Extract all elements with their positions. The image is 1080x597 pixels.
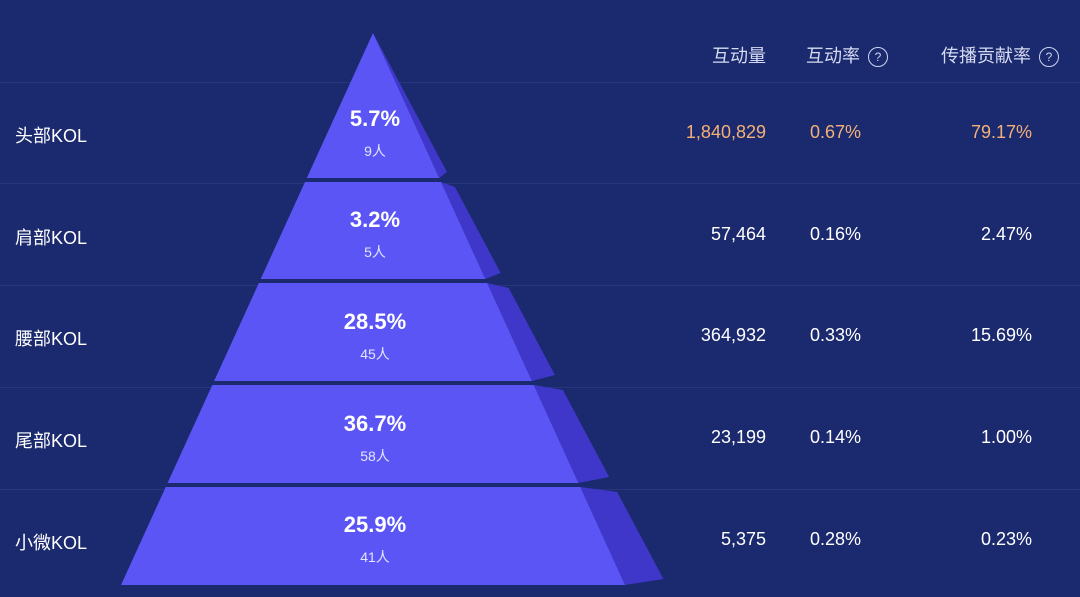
- interactions-value: 1,840,829: [685, 122, 766, 142]
- pyramid-tier: [121, 487, 625, 585]
- interactions-value: 5,375: [720, 529, 766, 549]
- row-divider: [0, 285, 1080, 286]
- tier-name: 头部KOL: [15, 126, 88, 146]
- header-contribution-rate-label: 传播贡献率: [941, 46, 1031, 66]
- header-contribution-rate: 传播贡献率?: [941, 42, 1059, 68]
- interaction-rate-value: 0.33%: [809, 325, 861, 345]
- question-circle-icon[interactable]: ?: [1039, 47, 1059, 67]
- contribution-rate-value: 0.23%: [980, 529, 1032, 549]
- pyramid-side-facet: [441, 182, 501, 279]
- header-interaction-rate: 互动率?: [806, 42, 888, 68]
- interactions-value: 57,464: [710, 224, 766, 244]
- tier-share-label: 5.7%: [349, 106, 401, 131]
- header-interaction-rate-label: 互动率: [806, 46, 860, 66]
- contribution-rate-value: 1.00%: [980, 427, 1032, 447]
- header-interactions-label: 互动量: [712, 46, 766, 66]
- row-divider: [0, 82, 1080, 83]
- pyramid-tier: [167, 385, 579, 483]
- header-interactions: 互动量: [712, 42, 766, 68]
- tier-share-label: 36.7%: [343, 411, 407, 436]
- contribution-rate-value: 79.17%: [970, 122, 1032, 142]
- contribution-rate-value: 15.69%: [970, 325, 1032, 345]
- tier-count-label: 41人: [360, 549, 390, 565]
- tier-count-label: 45人: [360, 346, 390, 362]
- interactions-value: 23,199: [710, 427, 766, 447]
- interaction-rate-value: 0.16%: [809, 224, 861, 244]
- contribution-rate-value: 2.47%: [980, 224, 1032, 244]
- pyramid-side-facet: [487, 283, 555, 381]
- tier-name: 尾部KOL: [15, 431, 88, 451]
- pyramid-side-facet: [533, 385, 610, 483]
- row-divider: [0, 183, 1080, 184]
- interaction-rate-value: 0.14%: [809, 427, 861, 447]
- tier-name: 小微KOL: [15, 533, 88, 553]
- question-circle-icon[interactable]: ?: [868, 47, 888, 67]
- tier-name: 腰部KOL: [15, 329, 88, 349]
- pyramid-tier: [260, 182, 486, 279]
- tier-share-label: 25.9%: [343, 512, 407, 537]
- tier-count-label: 5人: [364, 244, 386, 260]
- tier-count-label: 9人: [364, 143, 386, 159]
- interaction-rate-value: 0.67%: [809, 122, 861, 142]
- pyramid-side-facet: [580, 487, 664, 585]
- tier-share-label: 3.2%: [349, 207, 401, 232]
- pyramid-tier: [306, 33, 440, 178]
- tier-name: 肩部KOL: [15, 228, 88, 248]
- interaction-rate-value: 0.28%: [809, 529, 861, 549]
- tier-share-label: 28.5%: [343, 309, 407, 334]
- pyramid-side-facet: [373, 33, 447, 178]
- tier-count-label: 58人: [360, 448, 390, 464]
- interactions-value: 364,932: [700, 325, 766, 345]
- pyramid-tier: [214, 283, 532, 381]
